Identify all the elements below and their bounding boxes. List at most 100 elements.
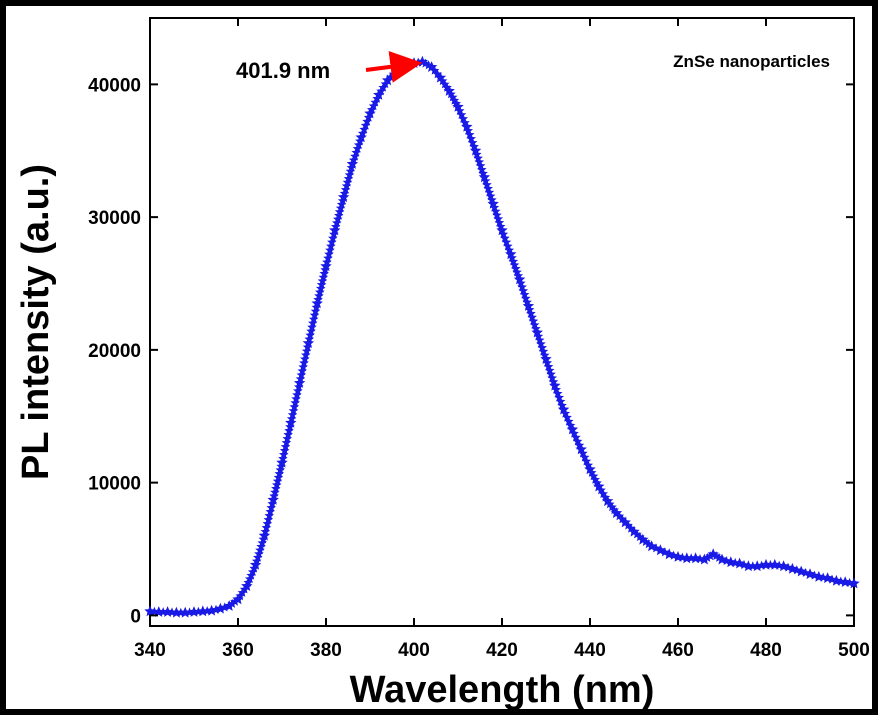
data-point-marker [322,257,332,267]
x-tick-label: 440 [574,640,606,661]
data-point-marker [261,522,272,532]
data-point-marker [311,302,322,312]
data-point-marker [264,510,274,520]
data-point-marker [334,207,345,216]
data-point-marker [783,562,793,572]
data-point-marker [800,567,811,577]
data-point-marker [339,188,350,198]
data-point-marker [325,245,335,255]
data-point-marker [739,559,749,569]
data-point-marker [258,534,269,544]
data-point-marker [253,552,263,562]
data-point-marker [279,449,289,459]
data-point-marker [333,214,343,224]
data-point-marker [283,429,293,439]
data-point-marker [609,505,619,515]
data-point-marker [348,155,359,165]
data-point-marker [549,379,561,391]
data-point-marker [285,416,297,428]
data-point-marker [668,550,679,560]
data-point-marker [297,366,307,376]
data-point-marker [281,437,292,447]
data-point-marker [600,492,611,502]
data-point-marker [314,291,324,300]
data-point-marker [705,551,715,561]
x-tick-label: 380 [310,640,342,661]
data-point-marker [193,606,204,616]
data-point-marker [227,598,237,608]
data-point-marker [592,478,602,488]
data-point-marker [298,362,308,372]
data-point-marker [306,326,316,336]
data-point-marker [557,400,567,410]
data-point-marker [478,168,488,178]
data-point-marker [695,554,705,563]
data-point-marker [792,565,802,575]
x-axis-title: Wavelength (nm) [350,669,655,711]
data-point-marker [299,358,309,368]
data-point-marker [437,76,448,86]
x-tick-label: 360 [222,640,254,661]
data-point-marker [273,472,284,482]
y-tick-label: 40000 [88,75,141,96]
x-tick-labels: 340 360 380 400 420 440 460 480 500 [134,640,870,661]
data-point-marker [329,224,341,236]
data-point-marker [167,607,177,617]
data-point-marker [316,283,326,293]
x-tick-label: 340 [134,640,166,661]
data-point-marker [318,272,329,282]
data-point-marker [363,112,374,122]
data-point-marker [317,276,328,286]
data-point-marker [282,433,292,443]
data-point-marker [294,382,304,392]
y-tick-label: 30000 [88,208,141,229]
data-point-marker [756,560,767,570]
y-tick-label: 20000 [88,341,141,362]
y-tick-labels: 0 10000 20000 30000 40000 [88,75,141,627]
data-point-marker [176,607,186,617]
data-point-marker [342,177,353,187]
peak-annotation-arrow [365,50,423,83]
data-point-marker [251,556,262,566]
data-point-marker [341,181,352,191]
data-point-marker [279,445,290,455]
data-point-marker [184,607,195,617]
data-point-marker [380,79,391,89]
data-point-marker [352,143,363,153]
data-point-marker [274,468,285,478]
data-point-marker [350,151,360,161]
data-point-marker [748,561,758,571]
data-point-marker [360,120,371,130]
data-point-marker [337,195,348,205]
data-point-marker [211,604,221,614]
data-point-marker [626,523,636,533]
data-point-marker [265,506,275,516]
data-point-marker [272,480,282,490]
data-point-marker [372,93,382,103]
data-point-marker [362,116,372,126]
data-point-marker [293,386,303,396]
data-point-marker [249,563,259,573]
data-point-marker [260,526,271,536]
data-point-marker [660,547,670,557]
data-point-marker [319,268,329,278]
data-point-marker [460,117,470,127]
data-point-marker [451,98,461,108]
data-point-marker [351,147,361,157]
data-point-marker [305,330,315,340]
data-point-marker [301,346,312,356]
data-point-marker [320,265,330,274]
data-point-marker [202,606,212,616]
data-point-marker [285,421,295,431]
data-point-marker [308,318,318,328]
data-point-marker [271,483,281,493]
data-point-marker [296,370,307,380]
data-point-marker [844,577,855,587]
data-point-marker [335,203,346,213]
data-point-marker [324,249,334,259]
x-tick-label: 500 [838,640,870,661]
data-point-marker [346,162,357,172]
x-tick-label: 460 [662,640,694,661]
data-point-marker [774,560,784,570]
